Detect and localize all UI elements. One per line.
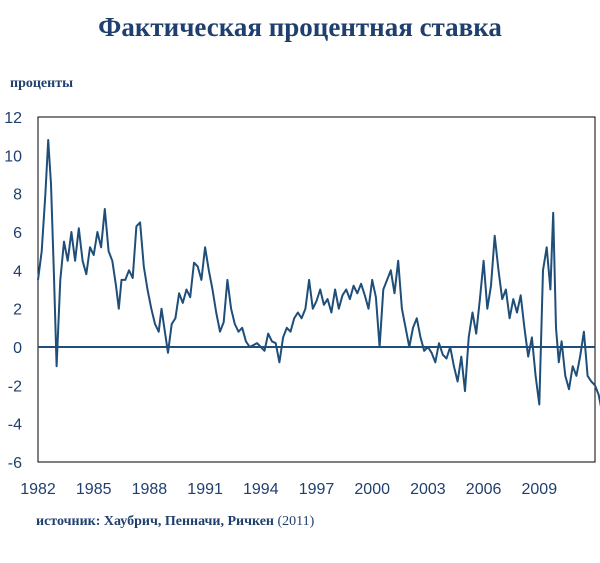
series-line (37, 139, 600, 407)
y-tick-labels: 12 10 8 6 4 2 0 -2 -4 -6 (4, 110, 22, 472)
x-tick-label: 1988 (132, 481, 168, 498)
x-tick-label: 1991 (187, 481, 223, 498)
y-tick-label: 2 (13, 302, 22, 319)
source-label: источник: (36, 514, 101, 529)
y-tick-label: 0 (13, 340, 22, 357)
x-tick-label: 2000 (354, 481, 390, 498)
y-tick-label: 6 (13, 225, 22, 242)
y-tick-label: -2 (8, 378, 22, 395)
chart-title: Фактическая процентная ставка (98, 12, 502, 42)
y-tick-label: 10 (4, 148, 22, 165)
x-tick-label: 2003 (410, 481, 446, 498)
y-tick-label: 8 (13, 187, 22, 204)
source-year: (2011) (277, 514, 315, 529)
y-tick-label: 4 (13, 263, 22, 280)
x-tick-label: 1997 (299, 481, 335, 498)
x-tick-label: 1994 (243, 481, 279, 498)
y-tick-label: 12 (4, 110, 22, 127)
x-tick-label: 1985 (76, 481, 112, 498)
y-tick-label: -4 (8, 417, 22, 434)
x-tick-labels: 1982 1985 1988 1991 1994 1997 2000 2003 2006 2009 (20, 481, 557, 498)
x-tick-label: 2006 (466, 481, 502, 498)
source-note: источник: Хаубрич, Пенначи, Ричкен (2011… (36, 514, 314, 530)
plot-frame (37, 116, 596, 463)
x-tick-label: 2009 (522, 481, 558, 498)
y-tick-label: -6 (8, 455, 22, 472)
x-tick-label: 1982 (20, 481, 56, 498)
source-authors: Хаубрич, Пенначи, Ричкен (103, 514, 274, 529)
y-axis-label: проценты (10, 76, 74, 91)
